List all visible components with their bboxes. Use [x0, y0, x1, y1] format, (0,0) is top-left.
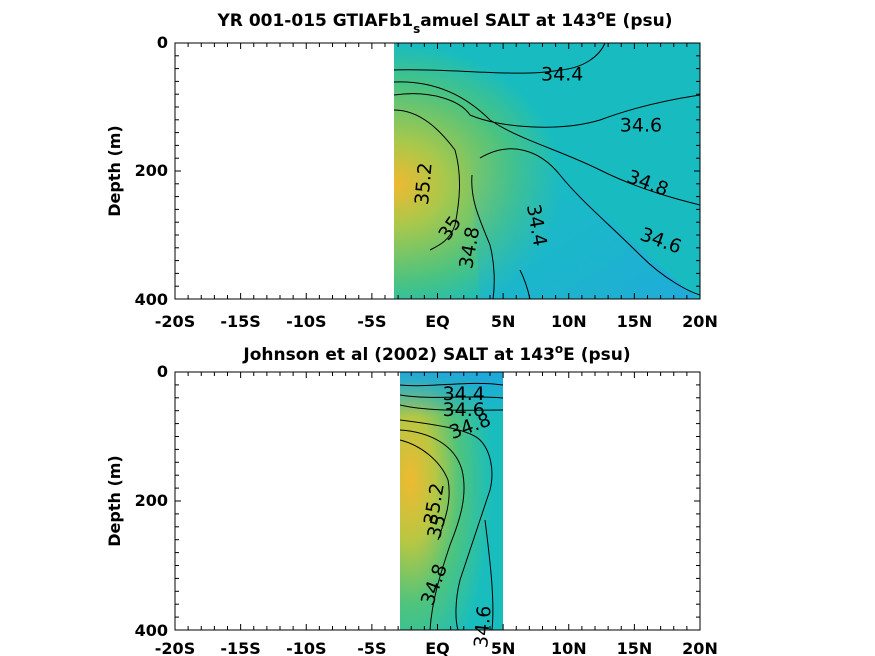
contour-line [484, 519, 494, 630]
contour-line [471, 174, 495, 299]
y-tick-label: 200 [135, 491, 168, 510]
x-tick-label: EQ [425, 639, 450, 656]
x-tick-label: 15N [617, 312, 653, 331]
top-panel: YR 001-015 GTIAFb1samuel SALT at 143oE (… [105, 8, 718, 331]
x-tick-label: -5S [357, 639, 386, 656]
contour-label: 34.4 [541, 64, 583, 86]
contour-line [394, 81, 700, 206]
x-tick-label: -20S [155, 312, 195, 331]
contour-line [400, 429, 465, 630]
y-tick-label: 400 [135, 290, 168, 309]
y-tick-label: 400 [135, 621, 168, 640]
contour-label: 34.6 [470, 605, 496, 649]
x-tick-label: 5N [491, 312, 516, 331]
bottom-fresh-surface [400, 372, 503, 417]
x-tick-label: 20N [682, 312, 718, 331]
contour-line [400, 382, 503, 387]
bottom-y-tick-labels: 0 200 400 [135, 362, 168, 640]
contour-line [394, 109, 461, 251]
bottom-x-tick-labels: -20S -15S -10S -5S EQ 5N 10N 15N 20N [155, 639, 718, 656]
x-tick-label: 20N [682, 639, 718, 656]
contour-line [400, 419, 493, 630]
top-ticks [174, 42, 701, 300]
x-tick-label: -15S [220, 312, 260, 331]
bottom-panel: Johnson et al (2002) SALT at 143oE (psu)… [105, 342, 718, 656]
x-tick-label: 15N [617, 639, 653, 656]
x-tick-label: -10S [286, 312, 326, 331]
contour-label: 34.6 [620, 115, 662, 137]
top-y-axis-label: Depth (m) [105, 125, 124, 217]
top-panel-title: YR 001-015 GTIAFb1samuel SALT at 143oE (… [217, 8, 673, 36]
x-tick-label: -10S [286, 639, 326, 656]
bottom-heatmap [400, 372, 503, 630]
x-tick-label: -20S [155, 639, 195, 656]
contour-label: 34.4 [443, 383, 485, 405]
contour-line [394, 93, 700, 128]
contour-label: 35.2 [411, 162, 437, 206]
top-x-tick-labels: -20S -15S -10S -5S EQ 5N 10N 15N 20N [155, 312, 718, 331]
bottom-y-axis-label: Depth (m) [105, 455, 124, 547]
x-tick-label: 10N [551, 639, 587, 656]
x-tick-label: 10N [551, 312, 587, 331]
top-heatmap [394, 43, 700, 299]
x-tick-label: -5S [357, 312, 386, 331]
y-tick-label: 200 [135, 161, 168, 180]
x-tick-label: EQ [425, 312, 450, 331]
contour-line [400, 439, 450, 541]
y-tick-label: 0 [157, 33, 168, 52]
top-y-tick-labels: 0 200 400 [135, 33, 168, 309]
bottom-ticks [174, 371, 701, 631]
bottom-panel-title: Johnson et al (2002) SALT at 143oE (psu) [242, 342, 630, 365]
contour-label: 34.6 [443, 399, 485, 421]
contour-line [394, 43, 606, 74]
top-fresh-tongue [470, 148, 699, 299]
x-tick-label: -15S [220, 639, 260, 656]
contour-line [479, 148, 700, 296]
contour-line [400, 404, 503, 411]
y-tick-label: 0 [157, 362, 168, 381]
contour-line [400, 394, 503, 399]
x-tick-label: 5N [491, 639, 516, 656]
bottom-contours [400, 382, 503, 630]
